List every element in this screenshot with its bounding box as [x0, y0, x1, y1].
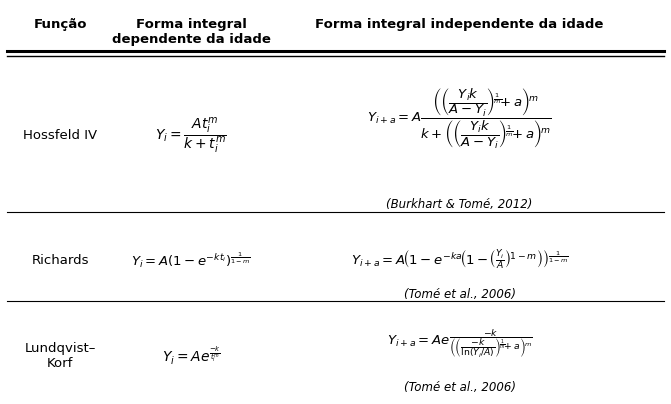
Text: Função: Função — [34, 18, 87, 31]
Text: Lundqvist–
Korf: Lundqvist– Korf — [25, 341, 96, 370]
Text: $Y_i = \dfrac{At_i^m}{k + t_i^m}$: $Y_i = \dfrac{At_i^m}{k + t_i^m}$ — [155, 116, 227, 155]
Text: Forma integral
dependente da idade: Forma integral dependente da idade — [112, 18, 270, 46]
Text: $Y_i = A(1-e^{-kt_i})^{\frac{1}{1-m}}$: $Y_i = A(1-e^{-kt_i})^{\frac{1}{1-m}}$ — [132, 251, 251, 270]
Text: $Y_{i+a} = Ae^{\dfrac{-k}{\left(\left(\dfrac{-k}{\ln(Y_i/A)}\right)^{\!\frac{1}{: $Y_{i+a} = Ae^{\dfrac{-k}{\left(\left(\d… — [387, 327, 532, 360]
Text: Hossfeld IV: Hossfeld IV — [23, 129, 97, 142]
Text: (Tomé et al., 2006): (Tomé et al., 2006) — [404, 381, 515, 394]
Text: $Y_i = Ae^{\frac{-k}{t_i^m}}$: $Y_i = Ae^{\frac{-k}{t_i^m}}$ — [162, 345, 221, 366]
Text: $Y_{i+a} = A\dfrac{\left(\left(\dfrac{Y_i k}{A-Y_i}\right)^{\!\frac{1}{m}}\!\!+a: $Y_{i+a} = A\dfrac{\left(\left(\dfrac{Y_… — [367, 87, 552, 151]
Text: Forma integral independente da idade: Forma integral independente da idade — [315, 18, 604, 31]
Text: Richards: Richards — [32, 254, 89, 267]
Text: (Burkhart & Tomé, 2012): (Burkhart & Tomé, 2012) — [386, 198, 533, 210]
Text: (Tomé et al., 2006): (Tomé et al., 2006) — [404, 288, 515, 301]
Text: $Y_{i+a} = A\!\left(1-e^{-ka}\!\left(1-\!\left(\frac{Y_i}{A}\right)^{\!1-m}\righ: $Y_{i+a} = A\!\left(1-e^{-ka}\!\left(1-\… — [351, 249, 568, 272]
